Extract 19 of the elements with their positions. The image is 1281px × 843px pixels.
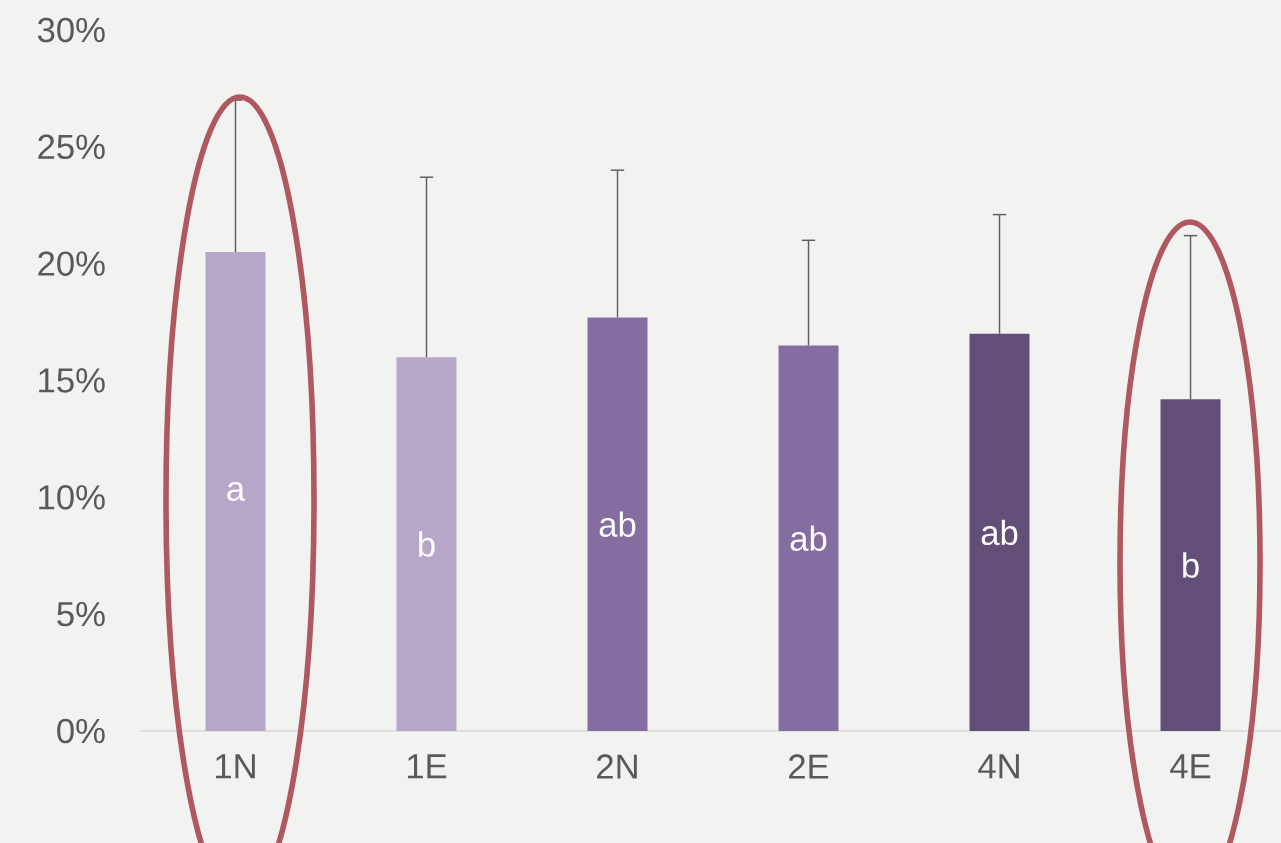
y-tick-label: 5% xyxy=(57,601,105,627)
annotation: b xyxy=(1183,552,1199,578)
x-tick-label: 1N xyxy=(215,754,255,779)
y-tick-label: 20% xyxy=(38,251,105,276)
y-tick-label: 15% xyxy=(39,368,105,393)
y-tick-label: 0% xyxy=(57,718,105,744)
annotation: b xyxy=(419,531,435,557)
y-tick-label: 25% xyxy=(38,134,105,160)
x-tick-label: 4E xyxy=(1170,754,1211,779)
x-tick-label: 2N xyxy=(597,754,637,779)
y-tick-label: 10% xyxy=(39,485,105,510)
annotation: a xyxy=(227,481,246,501)
annotation: ab xyxy=(599,511,636,537)
annotation: ab xyxy=(981,519,1018,546)
x-tick-label: 4N xyxy=(978,754,1019,779)
x-tick-label: 1E xyxy=(407,754,447,779)
x-tick-label: 2E xyxy=(789,754,829,779)
y-tick-label: 30% xyxy=(37,17,105,43)
annotation: ab xyxy=(790,525,827,551)
